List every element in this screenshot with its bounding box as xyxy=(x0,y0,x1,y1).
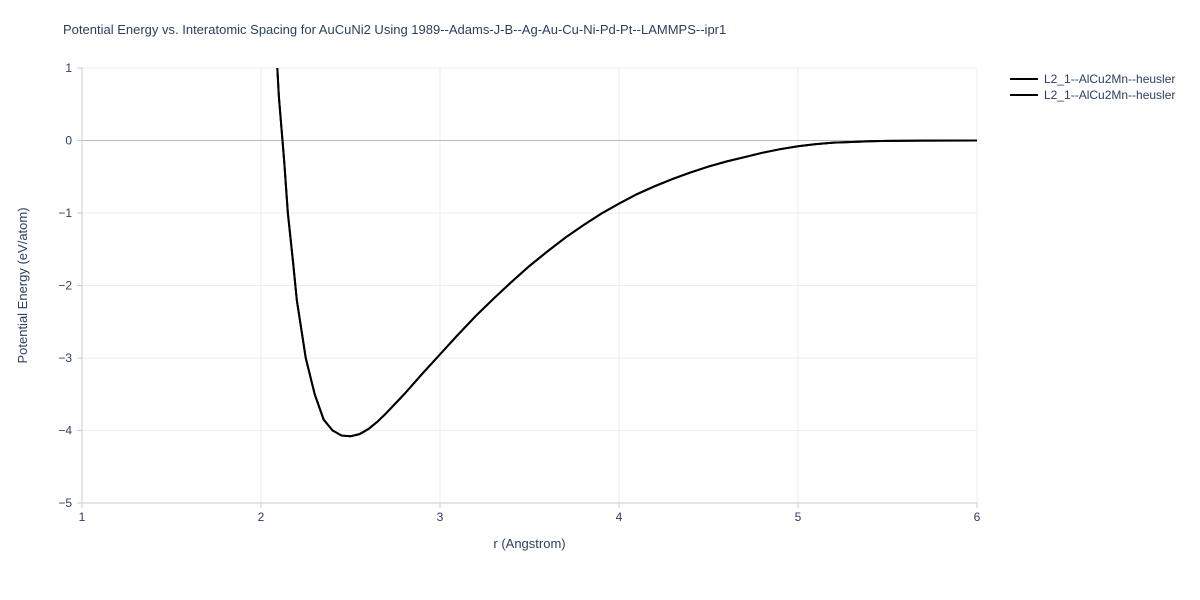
y-tick-label: −3 xyxy=(58,351,72,365)
y-axis-label: Potential Energy (eV/atom) xyxy=(15,207,30,363)
y-tick-label: −5 xyxy=(58,496,72,510)
x-tick-label: 6 xyxy=(974,510,981,524)
legend-item-1[interactable]: L2_1--AlCu2Mn--heusler xyxy=(1010,88,1175,102)
x-tick-label: 2 xyxy=(258,510,265,524)
legend-label: L2_1--AlCu2Mn--heusler xyxy=(1044,72,1175,86)
y-tick-label: 0 xyxy=(65,134,72,148)
legend-swatch xyxy=(1010,94,1038,96)
y-tick-label: 1 xyxy=(65,61,72,75)
x-axis-label: r (Angstrom) xyxy=(493,536,565,551)
legend-swatch xyxy=(1010,78,1038,80)
x-tick-label: 1 xyxy=(79,510,86,524)
legend-item-0[interactable]: L2_1--AlCu2Mn--heusler xyxy=(1010,72,1175,86)
chart-title: Potential Energy vs. Interatomic Spacing… xyxy=(63,22,726,37)
x-tick-label: 3 xyxy=(437,510,444,524)
chart-container: 1 2 3 4 5 6 −5 −4 −3 −2 −1 0 1 r (Angstrom) Potential … xyxy=(0,0,1200,600)
legend-label: L2_1--AlCu2Mn--heusler xyxy=(1044,88,1175,102)
legend: L2_1--AlCu2Mn--heusler L2_1--AlCu2Mn--heu… xyxy=(1010,72,1175,104)
y-tick-label: −1 xyxy=(58,206,72,220)
y-tick-label: −4 xyxy=(58,424,72,438)
x-tick-label: 4 xyxy=(616,510,623,524)
y-tick-label: −2 xyxy=(58,279,72,293)
x-tick-label: 5 xyxy=(795,510,802,524)
